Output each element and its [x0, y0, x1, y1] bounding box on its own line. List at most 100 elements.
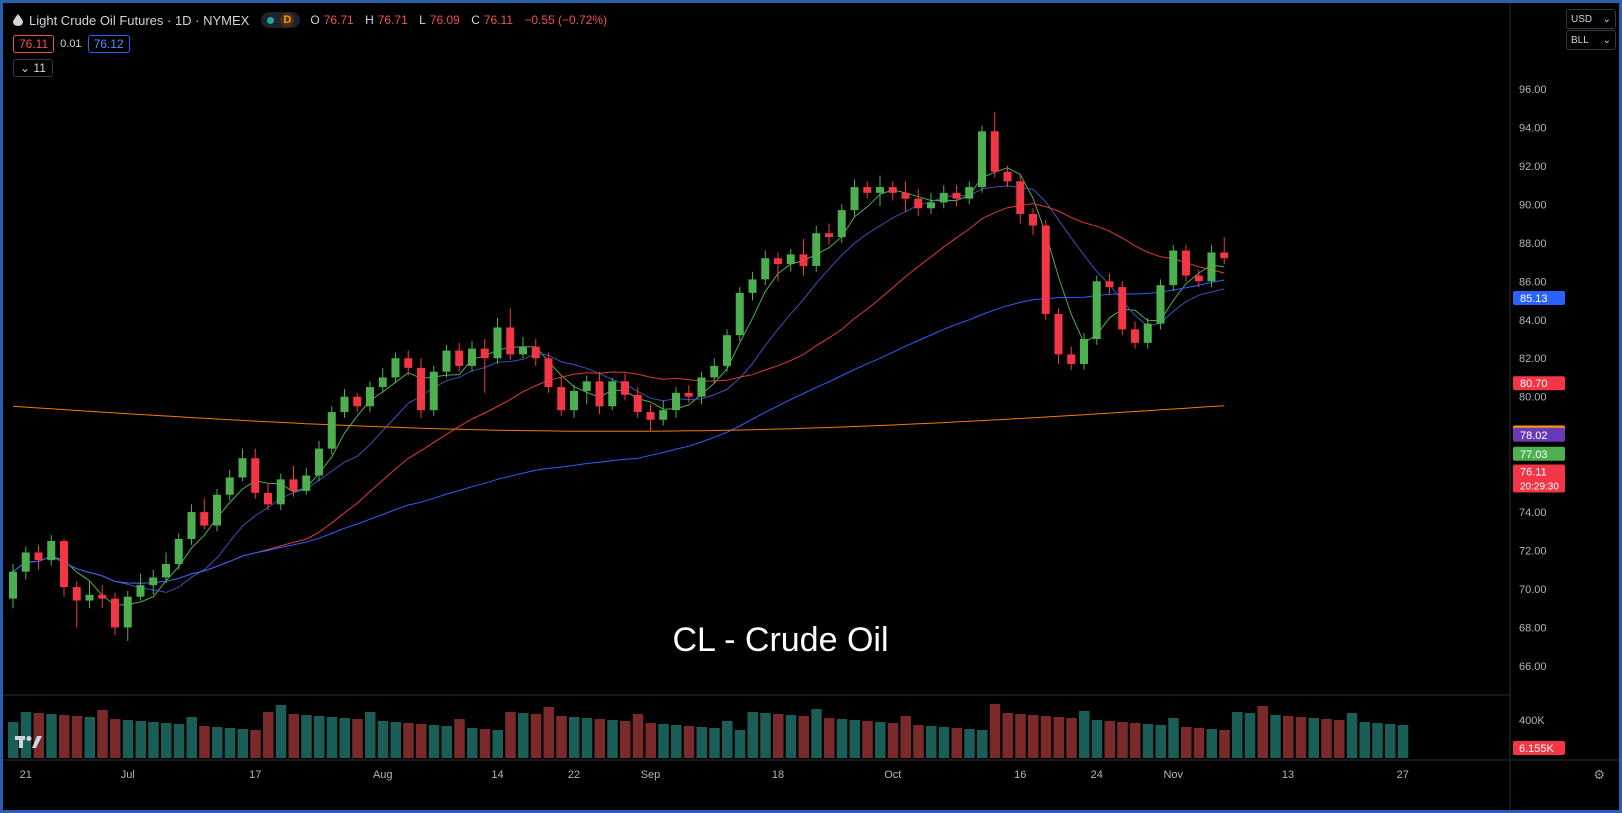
candle-body — [697, 377, 706, 397]
x-tick-label: 22 — [568, 769, 580, 781]
volume-bar — [390, 722, 401, 758]
indicators-collapse-button[interactable]: ⌄ 11 — [13, 59, 53, 77]
price-label-text: 85.13 — [1520, 293, 1548, 305]
sell-price-button[interactable]: 76.11 — [13, 35, 55, 53]
volume-bar — [1066, 718, 1077, 758]
ohlc-high: 76.71 — [377, 13, 408, 27]
volume-bar — [951, 728, 962, 758]
chevron-down-icon: ⌄ — [1602, 13, 1611, 25]
x-tick-label: Nov — [1163, 769, 1183, 781]
volume-bar — [683, 726, 695, 758]
candle-body — [480, 348, 489, 359]
volume-bar — [1385, 724, 1396, 758]
tradingview-logo-icon[interactable] — [15, 734, 43, 750]
unit-select[interactable]: BLL ⌄ — [1566, 30, 1616, 50]
volume-bar — [632, 714, 644, 758]
volume-bar — [1397, 725, 1409, 758]
ohlc-change: −0.55 (−0.72%) — [524, 13, 608, 27]
volume-bar — [339, 718, 350, 758]
volume-last-label: 6.155K — [1519, 743, 1555, 755]
y-tick-label: 72.00 — [1519, 546, 1547, 558]
y-tick-label: 94.00 — [1519, 122, 1547, 134]
volume-bar — [1053, 717, 1064, 758]
candle-body — [748, 279, 757, 293]
candle-body — [557, 387, 566, 411]
volume-bar — [543, 707, 554, 758]
candle-body — [506, 327, 515, 355]
candle-body — [187, 512, 196, 539]
x-tick-label: 27 — [1397, 769, 1409, 781]
volume-bar — [1079, 711, 1090, 758]
price-label-tag — [1513, 464, 1565, 493]
volume-bar — [275, 705, 287, 758]
volume-bar — [760, 713, 771, 758]
candle-body — [621, 381, 629, 395]
candle-body — [391, 358, 400, 378]
candle-body — [123, 596, 132, 628]
market-open-dot-icon — [267, 16, 275, 24]
candle-body — [723, 335, 731, 366]
volume-bar — [875, 722, 886, 758]
y-tick-label: 70.00 — [1519, 584, 1547, 596]
candle-body — [264, 492, 272, 505]
volume-bar — [403, 723, 414, 758]
candle-body — [901, 192, 910, 199]
volume-bar — [1219, 730, 1230, 758]
interval-indicator[interactable]: D — [261, 12, 301, 28]
settings-icon[interactable]: ⚙ — [1593, 767, 1605, 782]
candle-body — [1131, 329, 1139, 343]
volume-bar — [887, 723, 899, 758]
volume-bar — [186, 717, 197, 758]
candle-body — [442, 350, 451, 372]
buy-price-button[interactable]: 76.12 — [87, 35, 130, 53]
currency-select[interactable]: USD ⌄ — [1566, 9, 1616, 29]
volume-bar — [263, 712, 274, 758]
candle-body — [72, 587, 81, 601]
volume-bar — [326, 717, 338, 758]
candle-body — [825, 233, 833, 238]
ma-blue-line — [12, 279, 1225, 584]
candle-body — [1143, 323, 1152, 343]
y-tick-label: 74.00 — [1519, 507, 1547, 519]
volume-bar — [1117, 722, 1128, 758]
countdown-text: 20:29:30 — [1520, 482, 1559, 493]
candle-body — [327, 412, 336, 449]
x-tick-label: 21 — [20, 769, 32, 781]
volume-bar — [416, 724, 427, 758]
volume-bar — [836, 719, 848, 758]
x-tick-label: 13 — [1282, 769, 1294, 781]
volume-bar — [913, 725, 924, 758]
candle-body — [366, 387, 374, 407]
price-label-tag — [1513, 446, 1565, 461]
candle-body — [1118, 287, 1127, 330]
volume-bar — [824, 718, 835, 758]
candle-body — [1067, 354, 1076, 364]
volume-bar — [288, 714, 299, 758]
volume-bar — [811, 709, 822, 758]
interval-badge: D — [280, 13, 295, 27]
candle-body — [799, 254, 808, 266]
volume-bar — [467, 728, 478, 758]
volume-last-tag — [1513, 741, 1565, 755]
candle-body — [111, 598, 119, 628]
candle-body — [1156, 285, 1165, 324]
candle-body — [200, 512, 209, 526]
candle-body — [98, 594, 107, 599]
ohlc-open: 76.71 — [323, 13, 354, 27]
volume-bar — [1130, 723, 1141, 758]
candle-body — [1182, 250, 1190, 276]
volume-bar — [747, 712, 758, 758]
ohlc-low-label: L — [419, 13, 426, 27]
volume-bar — [645, 723, 656, 758]
volume-bar — [671, 725, 682, 758]
volume-bar — [441, 726, 452, 758]
volume-bar — [556, 716, 567, 758]
candle-body — [965, 187, 974, 199]
candle-body — [162, 564, 170, 578]
volume-bar — [428, 725, 440, 758]
price-chart[interactable]: 96.00 94.00 92.00 90.00 88.00 86.00 84.00 82.00… — [3, 3, 1619, 810]
unit-value: BLL — [1571, 34, 1589, 46]
symbol-title[interactable]: Light Crude Oil Futures · 1D · NYMEX — [29, 12, 250, 28]
candle-body — [531, 346, 540, 359]
